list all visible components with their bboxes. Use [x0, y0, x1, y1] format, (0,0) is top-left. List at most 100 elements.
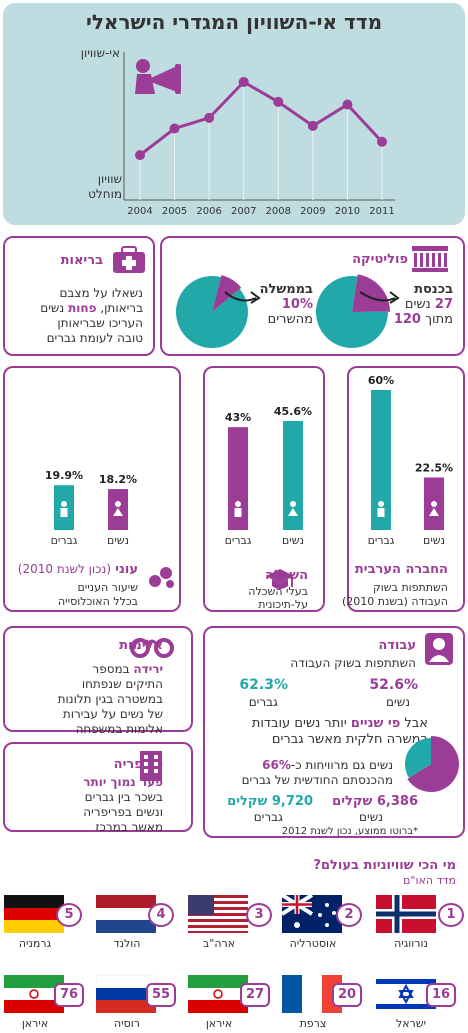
person-icon — [61, 501, 67, 507]
x-tick-label: 2006 — [196, 206, 221, 217]
pie-slice — [352, 274, 390, 312]
rank-badge: 4 — [148, 903, 174, 927]
bar-category-label: גברים — [51, 534, 78, 547]
x-tick-label: 2011 — [369, 206, 394, 217]
bar-category-label: נשים — [107, 534, 129, 547]
work-sub: השתתפות בשוק העבודה — [290, 656, 416, 670]
bar-charts: 22.5% נשים 60% גברים 45.6% נשים 43% גברים 18.2… — [45, 374, 453, 547]
poverty-sub1: שיעור העניים — [77, 581, 138, 594]
work-line-a-post: יותר נשים עובדות — [251, 716, 347, 731]
medical-kit-icon — [113, 246, 145, 273]
man-icon — [60, 508, 68, 517]
work-women-salary-label: נשים — [359, 810, 383, 824]
rank-badge: 27 — [240, 983, 270, 1007]
work-panel — [203, 626, 465, 838]
country-name: ארה"ב — [202, 937, 236, 950]
country-name: רוסיה — [114, 1017, 140, 1030]
data-point — [307, 120, 318, 131]
health-line2-post: נשים — [40, 301, 65, 315]
bar-category-label: נשים — [282, 534, 304, 547]
world-heading: מי הכי שוויוניות בעולם? — [313, 858, 456, 873]
rank-badge: 3 — [246, 903, 272, 927]
data-point — [169, 123, 180, 134]
megaphone-icon — [135, 59, 181, 94]
health-line2-hl: פחות — [68, 301, 97, 315]
data-point — [273, 96, 284, 107]
man-icon — [234, 508, 242, 517]
poverty-heading-note: (נכון לשנת 2010) — [17, 562, 112, 576]
periphery-line1: פער נמוך יותר — [83, 775, 163, 789]
bar-category-label: גברים — [368, 534, 395, 547]
bar — [371, 390, 391, 530]
bar-category-label: גברים — [225, 534, 252, 547]
work-line-d: מהכנסתם החודשית של גברים — [241, 773, 393, 787]
data-point — [342, 99, 353, 110]
violence-line3: במשטרה בגין תלונות — [57, 692, 163, 706]
periphery-line4: מאשר במרכז — [95, 820, 163, 834]
pie-slice — [405, 738, 431, 778]
rank-badge: 5 — [56, 903, 82, 927]
rank-badge: 2 — [336, 903, 362, 927]
violence-line5: אלימות במשפחה — [75, 722, 163, 736]
politics-arrows — [224, 291, 400, 304]
pie-slice — [407, 736, 459, 792]
woman-icon — [113, 508, 123, 516]
x-tick-label: 2007 — [231, 206, 256, 217]
work-men-label: גברים — [248, 695, 278, 709]
flag-iran-2 — [4, 975, 64, 1013]
knesset-line2: 27 נשים — [405, 297, 453, 312]
country-name: ישראל — [395, 1017, 427, 1030]
x-tick-label: 2004 — [127, 206, 152, 217]
work-line-c-hl: 66% — [262, 758, 291, 772]
education-panel — [203, 366, 325, 612]
arab-sub1: השתתפות בשוק — [373, 581, 448, 594]
violence-panel — [3, 626, 193, 732]
health-line4: טובה לעומת גברים — [46, 331, 143, 345]
bar — [228, 427, 248, 530]
x-tick-label: 2009 — [300, 206, 325, 217]
rank-badge: 16 — [426, 983, 456, 1007]
data-point — [135, 150, 145, 161]
x-tick-label: 2008 — [266, 206, 291, 217]
work-line-a-pre: אבל — [404, 716, 428, 731]
header-chart-panel — [3, 3, 465, 225]
person-icon — [378, 501, 384, 507]
violence-line2: התיקים שנפתחו — [81, 677, 163, 691]
person-icon — [431, 501, 437, 507]
violence-line1: ירידה במספר — [92, 662, 163, 677]
health-heading: בריאות — [60, 253, 103, 268]
world-sub: מדד האו"ם — [403, 874, 456, 887]
bar-value-label: 45.6% — [274, 405, 312, 418]
bar-value-label: 18.2% — [99, 473, 137, 486]
poverty-heading: עוני — [115, 562, 138, 577]
building-icon — [412, 246, 448, 272]
education-sub1: בעלי השכלה — [248, 585, 308, 598]
pie-slice — [316, 276, 388, 348]
health-line2-pre: בריאותן, — [100, 301, 143, 315]
bar-value-label: 43% — [225, 411, 251, 424]
bar-value-label: 22.5% — [415, 462, 453, 475]
violence-line4: של נשים על עבירות — [62, 707, 163, 721]
country-name: צרפת — [299, 1017, 327, 1030]
bar — [283, 420, 303, 530]
arrow-gov-head — [250, 291, 261, 304]
health-line2: בריאותן, פחות נשים — [40, 301, 143, 316]
bar-value-label: 60% — [368, 374, 394, 387]
bar-value-label: 19.9% — [45, 469, 83, 482]
x-tick-label: 2010 — [335, 206, 360, 217]
poverty-heading-row: עוני (נכון לשנת 2010) — [18, 562, 138, 577]
flag-norway — [376, 895, 436, 933]
gov-label: בממשלה — [259, 282, 313, 297]
city-building-icon — [140, 751, 162, 781]
woman-icon — [288, 508, 298, 516]
arrow-gov — [224, 291, 257, 302]
work-women-salary: 6,386 שקלים — [332, 794, 418, 809]
work-line-c-pre: נשים גם מרוויחות כ- — [290, 758, 393, 772]
knesset-women-count: 27 — [434, 297, 453, 312]
work-pie — [405, 736, 459, 792]
businesswoman-icon — [425, 633, 453, 665]
man-icon — [377, 508, 385, 517]
knesset-of-text: מתוך — [425, 312, 453, 327]
y-bottom-label-1: שוויון — [97, 172, 122, 186]
country-name: אוסטרליה — [289, 937, 337, 950]
